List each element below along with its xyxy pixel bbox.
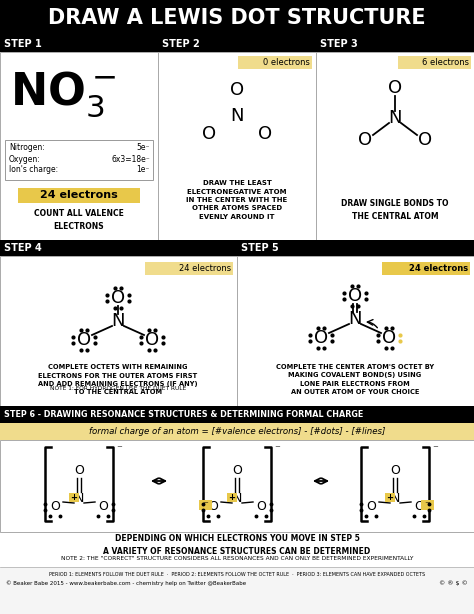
Text: N: N <box>388 109 402 127</box>
Bar <box>227 493 237 502</box>
Text: O: O <box>414 500 424 513</box>
Text: NO$_3^-$: NO$_3^-$ <box>10 69 116 119</box>
Text: STEP 5: STEP 5 <box>241 243 279 253</box>
Bar <box>0 440 474 532</box>
Text: COUNT ALL VALENCE
ELECTRONS: COUNT ALL VALENCE ELECTRONS <box>34 209 124 231</box>
Text: NOTE 1: FOR HYDROGEN USE THE DUET RULE: NOTE 1: FOR HYDROGEN USE THE DUET RULE <box>50 386 186 391</box>
Text: DRAW SINGLE BONDS TO
THE CENTRAL ATOM: DRAW SINGLE BONDS TO THE CENTRAL ATOM <box>341 200 449 221</box>
Bar <box>0 240 237 256</box>
Text: O: O <box>230 81 244 99</box>
Bar <box>158 36 316 52</box>
Text: N: N <box>230 107 244 125</box>
Text: 6 electrons: 6 electrons <box>422 58 469 67</box>
Text: 6x3=18e⁻: 6x3=18e⁻ <box>111 155 150 163</box>
Bar <box>18 188 140 203</box>
Bar <box>316 52 474 240</box>
Text: DEPENDING ON WHICH ELECTRONS YOU MOVE IN STEP 5
A VARIETY OF RESONANCE STRUCTURE: DEPENDING ON WHICH ELECTRONS YOU MOVE IN… <box>103 534 371 556</box>
Bar <box>158 52 316 240</box>
Text: O: O <box>390 465 400 478</box>
Text: © ® $ ©: © ® $ © <box>439 580 468 586</box>
Text: O: O <box>258 125 272 143</box>
Bar <box>382 262 470 275</box>
Text: STEP 6 - DRAWING RESONANCE STRUCTURES & DETERMINING FORMAL CHARGE: STEP 6 - DRAWING RESONANCE STRUCTURES & … <box>4 410 363 419</box>
Bar <box>0 567 474 614</box>
Text: 1e⁻: 1e⁻ <box>137 166 150 174</box>
Bar <box>0 423 474 440</box>
Text: NOTE 2: THE "CORRECT" STRUCTURE CONSIDERS ALL RESONANCES AND CAN ONLY BE DETERMI: NOTE 2: THE "CORRECT" STRUCTURE CONSIDER… <box>61 556 413 561</box>
Bar <box>237 240 474 256</box>
Text: O: O <box>98 500 108 513</box>
Text: 24 electrons: 24 electrons <box>40 190 118 201</box>
Text: DRAW THE LEAST
ELECTRONEGATIVE ATOM
IN THE CENTER WITH THE
OTHER ATOMS SPACED
EV: DRAW THE LEAST ELECTRONEGATIVE ATOM IN T… <box>186 180 288 220</box>
Text: 24 electrons: 24 electrons <box>409 264 468 273</box>
Bar <box>398 56 471 69</box>
Text: +: + <box>228 493 236 502</box>
Text: ⁻: ⁻ <box>116 444 122 454</box>
Text: O: O <box>256 500 266 513</box>
Bar <box>5 140 153 180</box>
Text: STEP 3: STEP 3 <box>320 39 358 49</box>
Text: Oxygen:: Oxygen: <box>9 155 41 163</box>
Text: formal charge of an atom = [#valence electrons] - [#dots] - [#lines]: formal charge of an atom = [#valence ele… <box>89 427 385 436</box>
Bar <box>237 256 474 406</box>
Text: Ion's charge:: Ion's charge: <box>9 166 58 174</box>
Text: +: + <box>71 493 78 502</box>
Text: O: O <box>208 500 218 513</box>
Text: N: N <box>390 491 400 505</box>
Bar <box>145 262 233 275</box>
Text: O: O <box>50 500 60 513</box>
Bar <box>69 493 79 502</box>
Text: O: O <box>145 331 159 349</box>
Bar <box>0 52 158 240</box>
Text: 24 electrons: 24 electrons <box>179 264 231 273</box>
Text: ⁻: ⁻ <box>424 500 430 510</box>
Text: N: N <box>74 491 84 505</box>
Bar <box>238 56 312 69</box>
Text: COMPLETE THE CENTER ATOM'S OCTET BY
MAKING COVALENT BOND(S) USING
LONE PAIR ELEC: COMPLETE THE CENTER ATOM'S OCTET BY MAKI… <box>276 364 434 395</box>
Text: PERIOD 1: ELEMENTS FOLLOW THE DUET RULE  ·  PERIOD 2: ELEMENTS FOLLOW THE OCTET : PERIOD 1: ELEMENTS FOLLOW THE DUET RULE … <box>49 572 425 577</box>
Bar <box>421 500 434 510</box>
Bar <box>0 406 474 423</box>
Text: +: + <box>386 493 393 502</box>
Bar <box>385 493 395 502</box>
Text: O: O <box>366 500 376 513</box>
Text: STEP 2: STEP 2 <box>162 39 200 49</box>
Text: N: N <box>348 310 362 328</box>
Text: ⁻: ⁻ <box>274 444 280 454</box>
Text: O: O <box>111 289 125 307</box>
Text: O: O <box>74 465 84 478</box>
Bar <box>0 36 158 52</box>
Text: ⁻: ⁻ <box>202 500 208 510</box>
Text: O: O <box>388 79 402 97</box>
Text: N: N <box>111 312 125 330</box>
Text: O: O <box>232 465 242 478</box>
Bar <box>199 500 212 510</box>
Text: O: O <box>418 131 432 149</box>
Text: 5e⁻: 5e⁻ <box>137 144 150 152</box>
Text: O: O <box>314 329 328 347</box>
Text: 0 electrons: 0 electrons <box>263 58 310 67</box>
Text: N: N <box>232 491 242 505</box>
Text: DRAW A LEWIS DOT STRUCTURE: DRAW A LEWIS DOT STRUCTURE <box>48 8 426 28</box>
Text: STEP 1: STEP 1 <box>4 39 42 49</box>
Text: O: O <box>358 131 372 149</box>
Text: O: O <box>77 331 91 349</box>
Text: © Beaker Babe 2015 - www.beakerbabe.com - chemistry help on Twitter @BeakerBabe: © Beaker Babe 2015 - www.beakerbabe.com … <box>6 580 246 586</box>
Text: STEP 4: STEP 4 <box>4 243 42 253</box>
Text: O: O <box>202 125 216 143</box>
Bar <box>0 0 474 36</box>
Bar <box>316 36 474 52</box>
Text: Nitrogen:: Nitrogen: <box>9 144 45 152</box>
Text: O: O <box>348 287 362 305</box>
Text: COMPLETE OCTETS WITH REMAINING
ELECTRONS FOR THE OUTER ATOMS FIRST
AND ADD REMAI: COMPLETE OCTETS WITH REMAINING ELECTRONS… <box>38 364 198 395</box>
Text: ⁻: ⁻ <box>432 444 438 454</box>
Bar <box>0 256 237 406</box>
Text: O: O <box>382 329 396 347</box>
